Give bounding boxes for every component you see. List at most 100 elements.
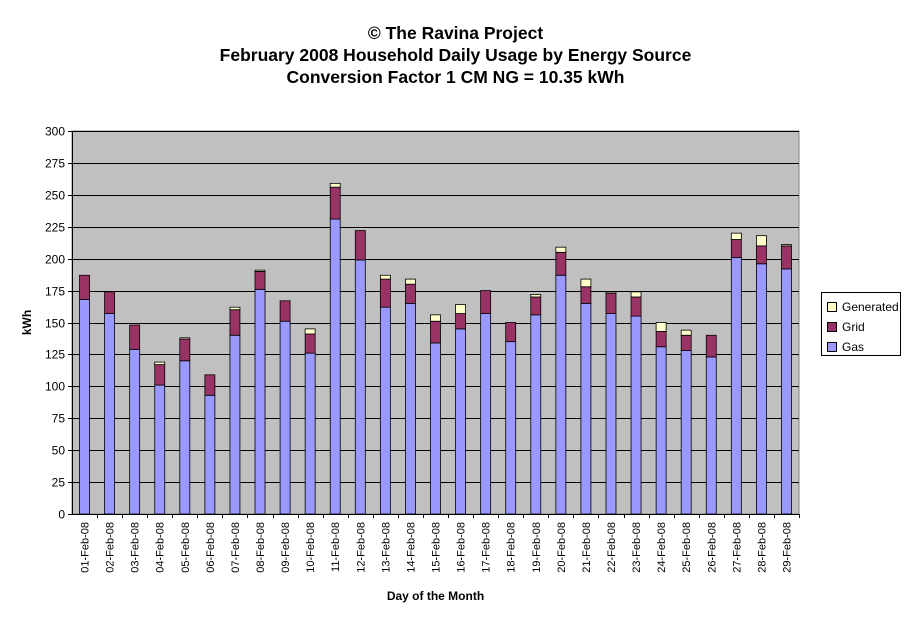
bar-grid-22-Feb-08: [605, 292, 617, 314]
bar-gas-22-Feb-08: [605, 313, 617, 515]
x-tick-label: 23-Feb-08: [631, 522, 643, 573]
bar-grid-15-Feb-08: [430, 320, 441, 344]
bar-gas-05-Feb-08: [179, 360, 191, 515]
bar-generated-16-Feb-08: [455, 304, 466, 314]
y-tick-label: 200: [45, 253, 65, 267]
bar-grid-08-Feb-08: [254, 271, 266, 290]
y-tick-label: 300: [45, 125, 65, 139]
bar-generated-25-Feb-08: [680, 329, 692, 336]
bar-gas-20-Feb-08: [555, 274, 567, 515]
x-tick-label: 28-Feb-08: [756, 522, 768, 573]
y-tick-label: 125: [45, 348, 65, 362]
bar-generated-23-Feb-08: [630, 291, 642, 298]
y-tick-label: 75: [52, 412, 66, 426]
x-tick-label: 22-Feb-08: [606, 522, 618, 573]
x-tick-label: 10-Feb-08: [305, 522, 317, 573]
legend-label-generated: Generated: [842, 300, 899, 314]
bar-generated-29-Feb-08: [781, 244, 792, 247]
legend-label-grid: Grid: [842, 320, 865, 334]
bar-generated-20-Feb-08: [555, 246, 567, 253]
bar-grid-23-Feb-08: [630, 296, 642, 317]
bar-gas-23-Feb-08: [630, 315, 642, 515]
bar-gas-13-Feb-08: [379, 306, 391, 515]
bar-grid-20-Feb-08: [555, 251, 567, 276]
bar-grid-13-Feb-08: [379, 278, 391, 308]
bar-gas-17-Feb-08: [480, 313, 492, 515]
y-tick-label: 175: [45, 285, 65, 299]
legend-swatch-gas: [827, 342, 837, 352]
bar-gas-02-Feb-08: [104, 313, 116, 515]
bar-gas-19-Feb-08: [530, 314, 542, 515]
bar-grid-28-Feb-08: [755, 245, 767, 265]
legend-swatch-grid: [827, 322, 837, 332]
legend-label-gas: Gas: [842, 340, 865, 354]
x-tick-label: 12-Feb-08: [355, 522, 367, 573]
x-tick-label: 03-Feb-08: [130, 522, 142, 573]
chart-subtitle-1: February 2008 Household Daily Usage by E…: [219, 45, 692, 65]
x-tick-label: 24-Feb-08: [656, 522, 668, 573]
bar-gas-01-Feb-08: [79, 299, 90, 515]
bar-generated-22-Feb-08: [605, 291, 617, 294]
x-tick-label: 15-Feb-08: [431, 522, 443, 573]
x-tick-label: 01-Feb-08: [80, 522, 92, 573]
y-tick-label: 25: [52, 476, 66, 490]
bar-generated-04-Feb-08: [154, 361, 166, 366]
x-tick-label: 06-Feb-08: [205, 522, 217, 573]
x-tick-label: 19-Feb-08: [531, 522, 543, 573]
bar-grid-01-Feb-08: [79, 274, 90, 300]
bar-grid-07-Feb-08: [229, 309, 241, 336]
bar-grid-26-Feb-08: [705, 334, 717, 358]
bar-generated-07-Feb-08: [229, 306, 241, 311]
bar-grid-29-Feb-08: [781, 245, 792, 270]
bar-grid-09-Feb-08: [279, 300, 291, 322]
bar-grid-11-Feb-08: [329, 186, 341, 220]
bar-gas-06-Feb-08: [204, 394, 216, 515]
bar-gas-09-Feb-08: [279, 320, 291, 515]
x-tick-label: 26-Feb-08: [706, 522, 718, 573]
legend-item-gas: Gas: [822, 337, 900, 357]
bar-gas-29-Feb-08: [781, 268, 792, 515]
x-tick-label: 20-Feb-08: [556, 522, 568, 573]
chart-subtitle-2: Conversion Factor 1 CM NG = 10.35 kWh: [286, 67, 625, 87]
bar-grid-25-Feb-08: [680, 334, 692, 351]
x-tick-label: 17-Feb-08: [481, 522, 493, 573]
bar-grid-27-Feb-08: [730, 239, 742, 258]
chart-legend: Generated Grid Gas: [821, 292, 901, 356]
bar-grid-10-Feb-08: [304, 333, 316, 354]
x-tick-label: 11-Feb-08: [330, 522, 342, 572]
x-tick-label: 21-Feb-08: [581, 522, 593, 573]
y-axis-label: kWh: [20, 310, 34, 335]
bar-grid-05-Feb-08: [179, 338, 191, 362]
legend-item-grid: Grid: [822, 317, 900, 337]
bar-gas-15-Feb-08: [430, 342, 441, 515]
y-tick-label: 225: [45, 221, 65, 235]
bar-grid-03-Feb-08: [129, 324, 141, 350]
x-tick-label: 16-Feb-08: [456, 522, 468, 573]
legend-item-generated: Generated: [822, 297, 900, 317]
bar-gas-11-Feb-08: [329, 218, 341, 515]
bar-generated-08-Feb-08: [254, 269, 266, 272]
bar-gas-16-Feb-08: [455, 328, 466, 515]
x-tick-label: 14-Feb-08: [405, 522, 417, 573]
bar-generated-05-Feb-08: [179, 337, 191, 340]
y-tick-label: 0: [58, 508, 65, 522]
x-tick-label: 09-Feb-08: [280, 522, 292, 573]
bar-grid-16-Feb-08: [455, 313, 466, 330]
bar-generated-28-Feb-08: [755, 235, 767, 247]
bar-gas-04-Feb-08: [154, 384, 166, 515]
y-tick-label: 250: [45, 189, 65, 203]
bar-grid-19-Feb-08: [530, 296, 542, 316]
y-tick-label: 100: [45, 380, 65, 394]
x-tick-label: 13-Feb-08: [380, 522, 392, 573]
bar-generated-24-Feb-08: [655, 322, 667, 332]
bar-gas-07-Feb-08: [229, 334, 241, 515]
y-tick-label: 50: [52, 444, 66, 458]
bar-generated-15-Feb-08: [430, 314, 441, 322]
chart-titles: © The Ravina Project February 2008 House…: [0, 22, 911, 88]
bar-gas-25-Feb-08: [680, 350, 692, 515]
x-tick-label: 04-Feb-08: [155, 522, 167, 573]
x-tick-label: 27-Feb-08: [731, 522, 743, 573]
bar-grid-04-Feb-08: [154, 364, 166, 386]
bar-generated-21-Feb-08: [580, 278, 592, 288]
